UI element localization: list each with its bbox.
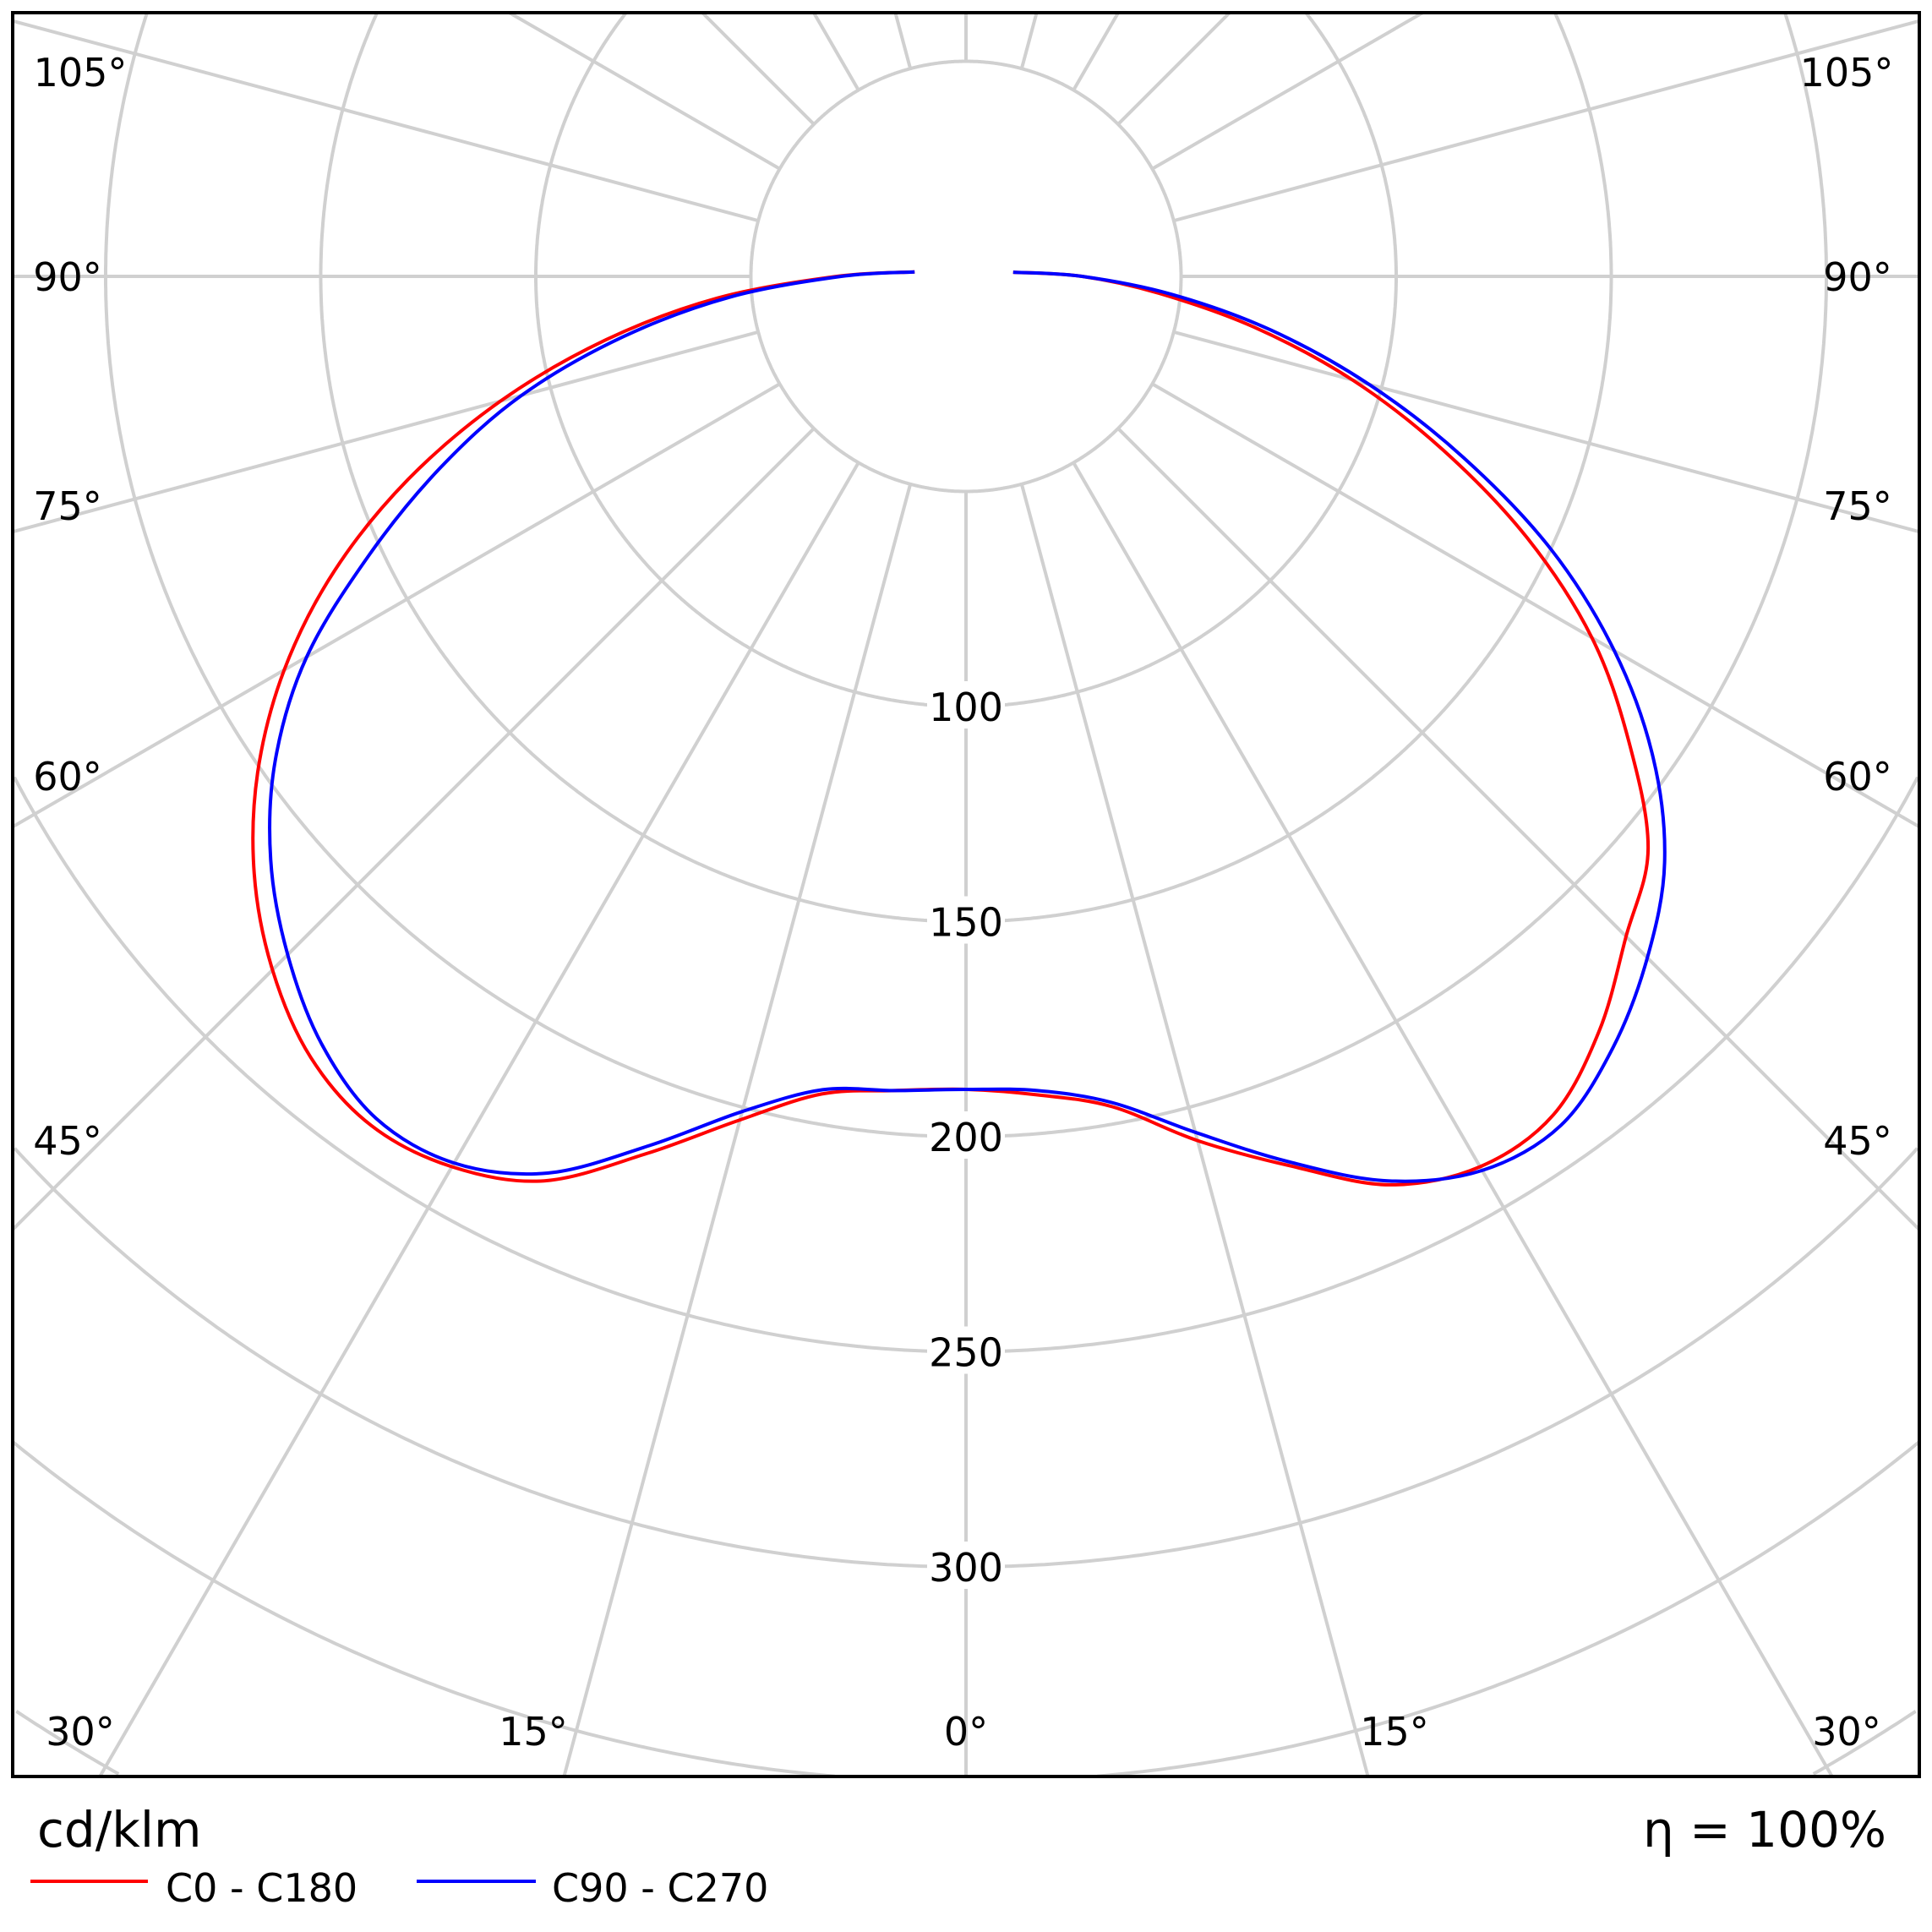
angle-label-right: 90°: [1823, 254, 1892, 300]
angle-label-right: 75°: [1823, 483, 1892, 529]
angle-label-left: 45°: [33, 1118, 102, 1164]
spoke-120: [1151, 13, 1424, 171]
legend-label-c0-c180: C0 - C180: [166, 1865, 357, 1911]
spoke-30: [1072, 461, 1834, 1776]
circle-350: [13, 1441, 1919, 1776]
plot-frame: [11, 11, 1921, 1778]
spoke-315: [13, 427, 816, 1231]
spoke-135: [1116, 13, 1231, 126]
radial-label-bg: [927, 1326, 1005, 1374]
circle-150: [319, 13, 1613, 924]
circle-250: [13, 776, 1919, 1354]
spoke-345: [562, 483, 913, 1776]
angle-label-bottom: 15°: [1360, 1709, 1429, 1755]
spoke-105: [1173, 19, 1919, 223]
circle-100: [534, 13, 1398, 708]
radial-label-bg: [927, 681, 1005, 729]
angle-label-left: 90°: [33, 254, 102, 300]
radial-label-bg: [927, 1542, 1005, 1589]
legend-label-c90-c270: C90 - C270: [552, 1865, 768, 1911]
angle-label-left: 30°: [46, 1709, 115, 1755]
radial-tick-label: 250: [929, 1330, 1003, 1376]
spoke-75: [1173, 330, 1919, 534]
spoke-60: [1151, 382, 1919, 828]
angle-label-bottom: 15°: [499, 1709, 568, 1755]
angle-label-right: 60°: [1823, 754, 1892, 800]
spoke-255: [13, 19, 759, 223]
spoke-45: [1116, 427, 1919, 1231]
angle-label-left: 105°: [34, 50, 128, 96]
radial-tick-label: 100: [929, 685, 1003, 730]
spoke-300: [13, 382, 781, 828]
polar-grid: 100 150 200 250 300: [13, 13, 1919, 1776]
curve-c90-c270: [268, 270, 1667, 1183]
spoke-225: [701, 13, 816, 126]
spoke-240: [508, 13, 781, 171]
radial-label-bg: [927, 1111, 1005, 1159]
radial-tick-label: 300: [929, 1545, 1003, 1591]
angle-label-left: 60°: [33, 754, 102, 800]
spoke-150: [1072, 13, 1120, 91]
efficiency-label: η = 100%: [1643, 1801, 1886, 1858]
spoke-195: [893, 13, 913, 69]
angle-label-bottom: 0°: [944, 1709, 988, 1755]
spoke-15: [1019, 483, 1370, 1776]
radial-tick-label: 200: [929, 1115, 1003, 1160]
angle-label-right: 45°: [1823, 1118, 1892, 1164]
spoke-210: [812, 13, 860, 91]
spoke-165: [1019, 13, 1039, 69]
unit-label: cd/klm: [37, 1801, 201, 1858]
angle-labels: 105° 90° 75° 60° 45° 30° 105° 90° 75° 60° 45° 30° 15…: [33, 50, 1893, 1755]
angle-label-right: 105°: [1800, 50, 1894, 96]
radial-tick-label: 150: [929, 900, 1003, 946]
radial-label-bg: [927, 896, 1005, 944]
curves: [251, 270, 1667, 1187]
circle-50: [749, 59, 1183, 494]
circle-400: [15, 1710, 1917, 1776]
spoke-330: [98, 461, 860, 1776]
angle-label-left: 75°: [33, 483, 102, 529]
angle-label-right: 30°: [1812, 1709, 1881, 1755]
spoke-285: [13, 330, 759, 534]
circle-300: [13, 1147, 1919, 1569]
